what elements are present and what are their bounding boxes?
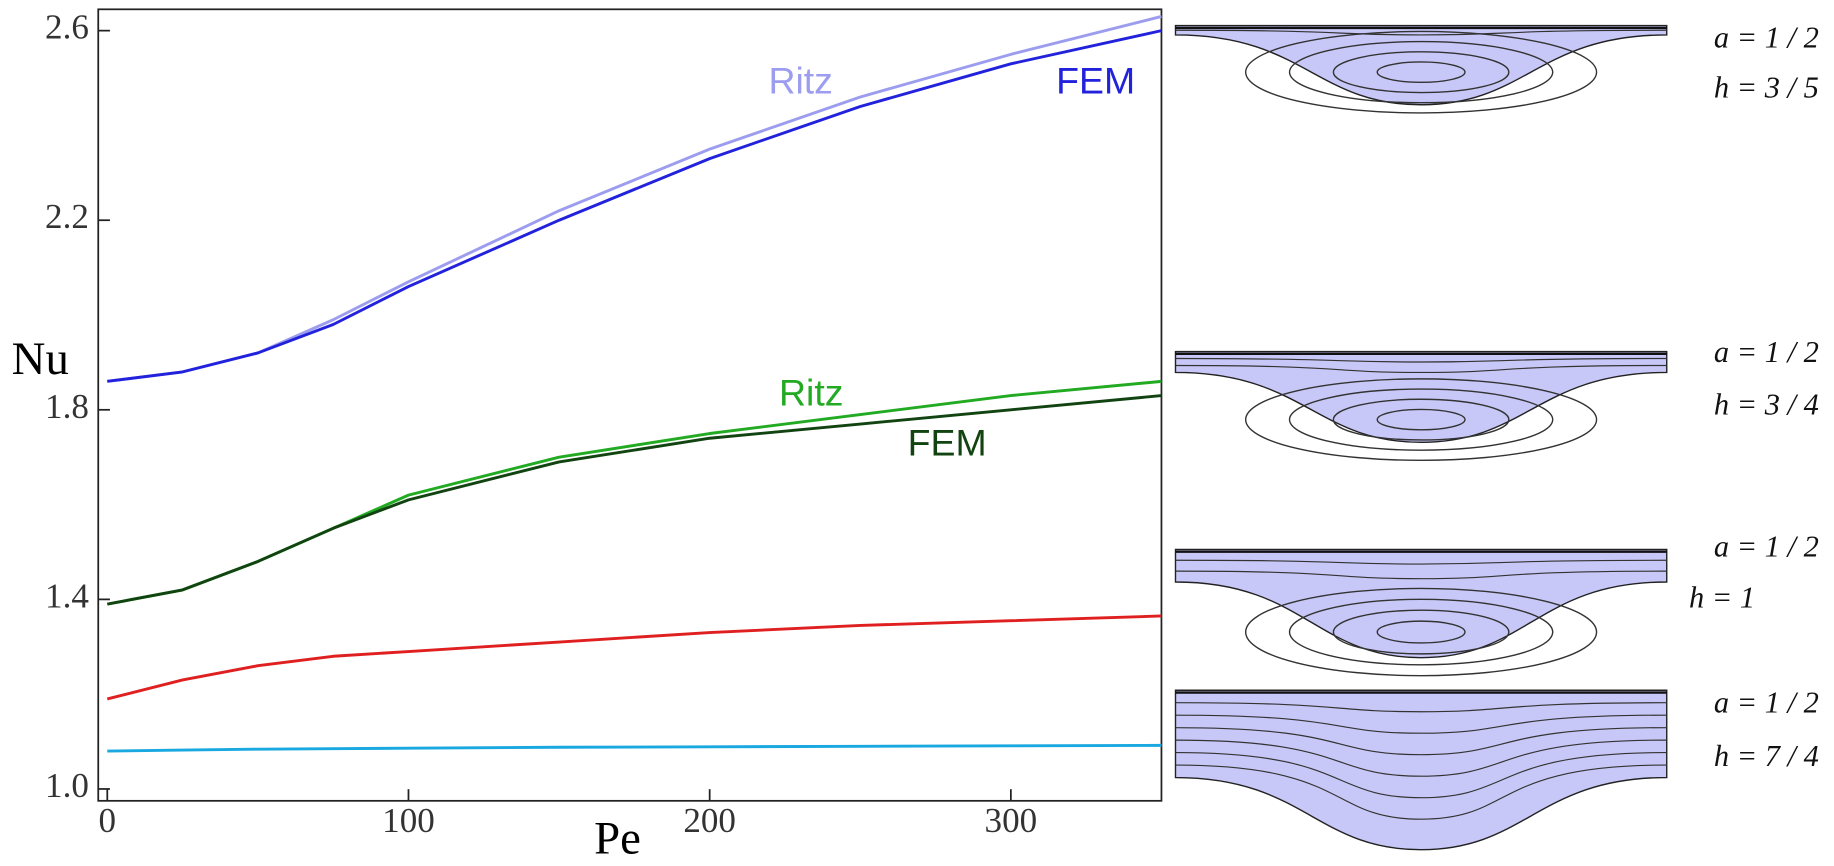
streamline [1175,739,1667,777]
series-line [107,743,1162,753]
streamline [1175,559,1667,565]
streamline [1175,752,1667,799]
streamline [1175,29,1667,36]
y-axis-label: Nu [12,333,69,385]
x-tick-label: 100 [382,801,435,840]
x-axis-label: Pe [594,812,641,864]
streamline-domain [1174,24,1668,106]
panel-h-label: h = 3 / 4 [1714,387,1819,421]
annotation: FEM [1056,60,1135,102]
eddy-streamline [1244,378,1598,462]
y-tick-label: 2.2 [45,197,89,236]
eddy-streamline [1244,30,1598,114]
eddy-streamline [1332,398,1510,441]
eddy-streamline [1288,40,1554,104]
eddy-streamline [1288,388,1554,451]
streamline [1175,702,1667,713]
panel-h-label: h = 1 [1689,581,1755,615]
eddy-streamline [1376,408,1466,431]
streamline-domain [1174,548,1668,659]
plot-frame [97,8,1163,802]
eddy-streamline [1376,61,1466,84]
x-tick-label: 0 [99,801,117,840]
y-tick-label: 1.4 [45,576,89,615]
annotation: Ritz [768,60,832,102]
panel-a-label: a = 1 / 2 [1714,335,1819,369]
panel-a-label: a = 1 / 2 [1714,21,1819,55]
eddy-streamline [1376,620,1466,644]
series-line [107,29,1162,383]
series-line [107,379,1162,606]
x-tick-label: 300 [985,801,1038,840]
x-tick-label: 200 [683,801,736,840]
annotation: FEM [908,422,987,464]
eddy-streamline [1244,587,1598,677]
streamline [1175,357,1667,363]
streamline [1175,714,1667,734]
streamline [1175,727,1667,756]
series-line [106,614,1162,701]
y-tick-label: 1.8 [45,387,89,426]
streamline-domain [1174,689,1668,851]
panel-h-label: h = 7 / 4 [1714,739,1819,773]
streamline [1175,364,1667,374]
panel-a-label: a = 1 / 2 [1714,685,1819,719]
panel-h-label: h = 3 / 5 [1714,71,1819,105]
annotation: Ritz [779,372,843,414]
y-tick-label: 2.6 [45,8,89,47]
streamline [1175,764,1667,820]
panel-a-label: a = 1 / 2 [1714,529,1819,563]
eddy-streamline [1332,609,1510,655]
series-line [107,15,1162,383]
eddy-streamline [1288,598,1554,666]
eddy-streamline [1332,51,1510,94]
series-line [107,394,1162,606]
y-tick-label: 1.0 [45,766,89,805]
streamline [1175,570,1667,580]
streamline-domain [1174,350,1668,444]
